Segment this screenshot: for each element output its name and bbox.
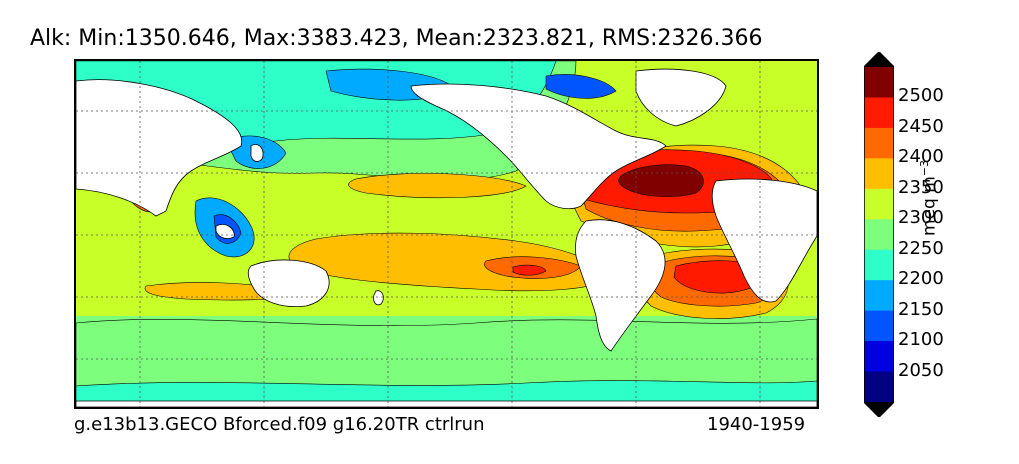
antarctica-land [76, 400, 817, 407]
colorbar-bin [864, 188, 894, 220]
colorbar-bin [864, 67, 894, 98]
colorbar-bin [864, 127, 894, 159]
indonesia-land [215, 224, 235, 239]
colorbar-tick-label: 2250 [898, 237, 944, 259]
colorbar-under-extension [864, 402, 894, 417]
colorbar-over-extension [864, 52, 894, 67]
land-masses [76, 68, 817, 407]
colorbar-tick-label: 2450 [898, 115, 944, 137]
japan-land [250, 144, 264, 162]
colorbar-bin [864, 219, 894, 251]
colorbar-bin [864, 341, 894, 373]
colorbar-tick-label: 2100 [898, 329, 944, 351]
africa-land [711, 178, 817, 303]
south-pacific-2450 [512, 264, 547, 276]
colorbar-bin [864, 371, 894, 403]
period-label: 1940-1959 [707, 414, 806, 435]
colorbar-tick-label: 2200 [898, 268, 944, 290]
south-america-land [575, 219, 666, 352]
colorbar-tick-label: 2400 [898, 146, 944, 168]
australia-land [247, 259, 330, 308]
colorbar-tick-label: 2300 [898, 207, 944, 229]
map-gridlines [76, 61, 817, 407]
colorbar-tick-label: 2050 [898, 359, 944, 381]
antarctic-coast-band [76, 380, 817, 407]
colorbar-bin [864, 280, 894, 312]
colorbar-unit-label: meq m−3 [918, 160, 940, 236]
map-title: Alk: Min:1350.646, Max:3383.423, Mean:23… [30, 26, 763, 51]
colorbar-tick-label: 2500 [898, 85, 944, 107]
colorbar-tick-label: 2150 [898, 298, 944, 320]
colorbar-unit-exponent: −3 [918, 160, 931, 177]
alkalinity-map [76, 61, 817, 407]
colorbar-bin [864, 158, 894, 190]
colorbar [864, 52, 894, 417]
north-pacific-subtropical-2350 [348, 173, 527, 199]
colorbar-unit-base: meq m [919, 176, 940, 236]
colorbar-bin [864, 249, 894, 281]
run-name-label: g.e13b13.GECO Bforced.f09 g16.20TR ctrlr… [74, 414, 485, 435]
eurasia-east-land [76, 79, 243, 217]
arctic-very-low-band [545, 74, 617, 99]
colorbar-tick-label: 2350 [898, 176, 944, 198]
colorbar-bin [864, 97, 894, 129]
colorbar-bin [864, 310, 894, 342]
map-frame [74, 59, 819, 409]
new-zealand-land [373, 290, 384, 306]
north-america-land [410, 83, 667, 210]
greenland-land [635, 68, 727, 127]
